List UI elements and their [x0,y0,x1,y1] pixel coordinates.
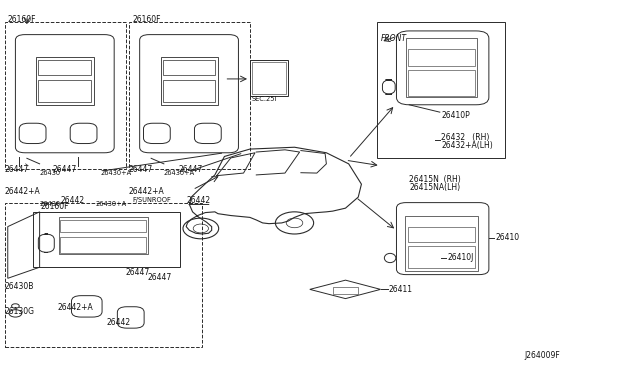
Text: 26130G: 26130G [4,307,35,316]
Text: 26442: 26442 [106,318,131,327]
Bar [129,22,250,169]
Bar [38,80,92,102]
Text: 26430: 26430 [40,170,61,176]
Bar [163,80,216,102]
Bar [404,215,478,271]
Bar [38,61,92,75]
Text: 26430+A: 26430+A [164,170,195,176]
Text: 26447: 26447 [4,165,29,174]
Text: 26410P: 26410P [441,110,470,120]
Bar [60,220,146,232]
Bar [161,57,218,105]
Text: 26430+A: 26430+A [96,202,127,208]
Text: 26430B: 26430B [4,282,34,291]
Text: 26447: 26447 [52,165,77,174]
Text: F/SUNROOF: F/SUNROOF [132,197,171,203]
Bar [4,22,125,169]
Bar [408,246,475,268]
Text: 26447: 26447 [148,273,172,282]
Bar [250,61,288,96]
Text: 26160F: 26160F [8,15,36,24]
Text: FRONT: FRONT [381,34,406,43]
Text: 26447: 26447 [179,165,203,174]
Bar [378,22,505,158]
Bar [406,38,477,97]
Text: 26442+A: 26442+A [4,187,40,196]
Bar [408,227,475,242]
Bar [408,49,475,66]
Text: 26447: 26447 [125,268,150,277]
Bar [59,217,148,254]
Text: 26432+A(LH): 26432+A(LH) [441,141,493,150]
Text: 26410J: 26410J [447,253,474,263]
Text: 26410: 26410 [495,233,520,242]
Text: 26432   (RH): 26432 (RH) [441,133,490,142]
Bar [252,62,286,94]
Text: 26160F: 26160F [132,15,161,24]
Text: 26160F: 26160F [41,202,69,211]
Bar [4,203,202,347]
Text: 26442+A: 26442+A [58,303,93,312]
Text: 26442: 26442 [186,196,211,205]
Bar [408,70,475,96]
Text: 26442+A: 26442+A [129,187,164,196]
Text: 26415N  (RH): 26415N (RH) [409,175,461,184]
Text: 26430: 26430 [40,202,61,208]
Text: 26447: 26447 [129,165,153,174]
Bar [333,287,358,294]
Text: 26415NA(LH): 26415NA(LH) [409,183,460,192]
Bar [36,57,94,105]
Bar [60,237,146,253]
Text: 26442: 26442 [60,196,84,205]
Text: J264009F: J264009F [524,350,559,360]
Text: SEC.25I: SEC.25I [252,96,277,102]
Text: 26411: 26411 [389,285,413,294]
Text: 26430+A: 26430+A [100,170,131,176]
Bar [163,61,216,75]
